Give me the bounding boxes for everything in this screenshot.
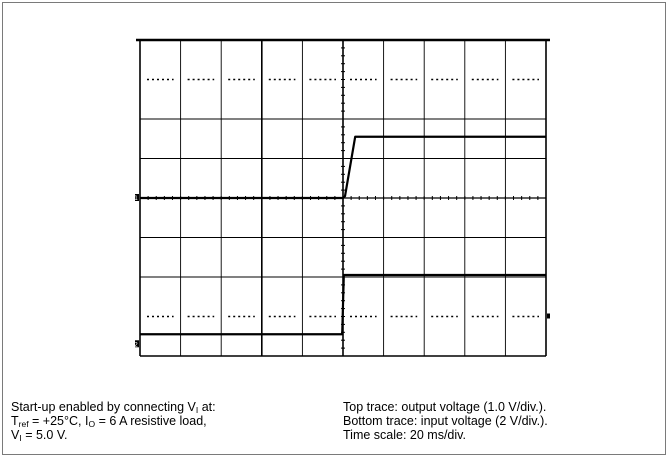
caption-left-line-2-t-sub: ref	[18, 419, 29, 429]
channel-marker-label: 1	[134, 195, 138, 202]
caption-left-line-1-tail: at:	[198, 400, 216, 414]
caption-top-trace: Top trace: output voltage (1.0 V/div.).	[343, 400, 547, 414]
trigger-level-marker	[547, 313, 550, 319]
caption-left-line-2: Tref = +25°C, IO = 6 A resistive load,	[11, 414, 216, 428]
caption-left-line-2-tail: = 6 A resistive load,	[95, 414, 207, 428]
caption-left-line-1-sub: I	[195, 405, 199, 415]
channel-marker-flag	[135, 194, 139, 201]
caption-conditions: Start-up enabled by connecting VI at: Tr…	[11, 400, 216, 442]
caption-bottom-trace: Bottom trace: input voltage (2 V/div.).	[343, 414, 548, 428]
trace-top	[140, 135, 546, 200]
channel-marker-label: 2	[134, 341, 138, 348]
oscilloscope-chart: 12	[134, 38, 550, 357]
trace-bottom	[140, 273, 546, 336]
caption-left-line-3-tail: = 5.0 V.	[21, 428, 68, 442]
channel-marker-flag	[135, 340, 139, 348]
caption-left-line-3-v-sub: I	[19, 433, 22, 443]
figure-frame	[2, 2, 666, 455]
caption-left-line-1: Start-up enabled by connecting VI at:	[11, 400, 216, 414]
caption-left-line-2-i-sub: O	[88, 419, 96, 429]
caption-left-line-2-t: T	[11, 414, 19, 428]
scope-traces	[140, 135, 546, 336]
channel-markers: 12	[134, 194, 550, 348]
caption-left-line-2-mid: = +25°C, I	[28, 414, 89, 428]
caption-left-line-3: VI = 5.0 V.	[11, 428, 216, 442]
caption-left-line-1-text: Start-up enabled by connecting V	[11, 400, 196, 414]
caption-time-scale: Time scale: 20 ms/div.	[343, 428, 466, 442]
caption-left-line-3-v: V	[11, 428, 20, 442]
caption-traces: Top trace: output voltage (1.0 V/div.). …	[343, 400, 548, 442]
